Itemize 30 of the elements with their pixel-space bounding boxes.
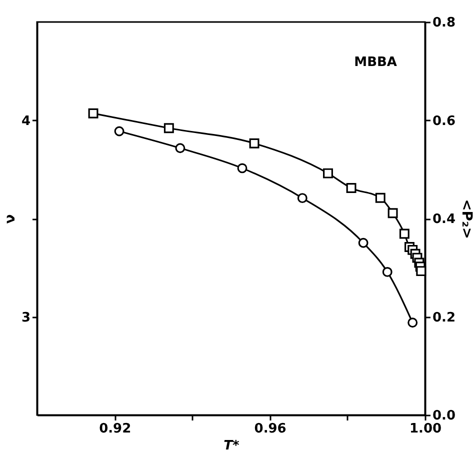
x-tick-label: 0.92 bbox=[99, 422, 132, 436]
x-axis-title: T* bbox=[224, 438, 240, 452]
point bbox=[375, 192, 386, 203]
point bbox=[408, 318, 418, 328]
point bbox=[399, 228, 410, 239]
y2-axis-title: <P₂> bbox=[458, 199, 474, 239]
point bbox=[249, 138, 260, 148]
point bbox=[323, 168, 333, 178]
y2-tick-label: 0.4 bbox=[432, 212, 456, 227]
point bbox=[175, 143, 186, 154]
y-tick-label: 3 bbox=[21, 310, 30, 326]
point bbox=[237, 163, 248, 174]
y-tick-label: 4 bbox=[21, 114, 30, 129]
point bbox=[297, 193, 308, 204]
point bbox=[358, 238, 368, 248]
point bbox=[416, 266, 426, 276]
annotation: MBBA bbox=[354, 55, 397, 70]
point bbox=[164, 123, 174, 134]
y2-tick-label: 0.2 bbox=[432, 310, 456, 326]
y-axis-title: ν bbox=[2, 214, 18, 224]
point bbox=[346, 183, 356, 194]
y2-tick-label: 0.8 bbox=[432, 16, 456, 30]
y2-tick-label: 0.6 bbox=[432, 114, 456, 129]
y2-tick-label: 0.0 bbox=[432, 408, 456, 424]
point bbox=[88, 108, 98, 118]
point bbox=[114, 126, 124, 136]
x-tick-label: 0.96 bbox=[254, 422, 286, 436]
point bbox=[382, 266, 392, 277]
x-tick-label: 1.00 bbox=[409, 422, 442, 436]
point bbox=[388, 208, 398, 218]
